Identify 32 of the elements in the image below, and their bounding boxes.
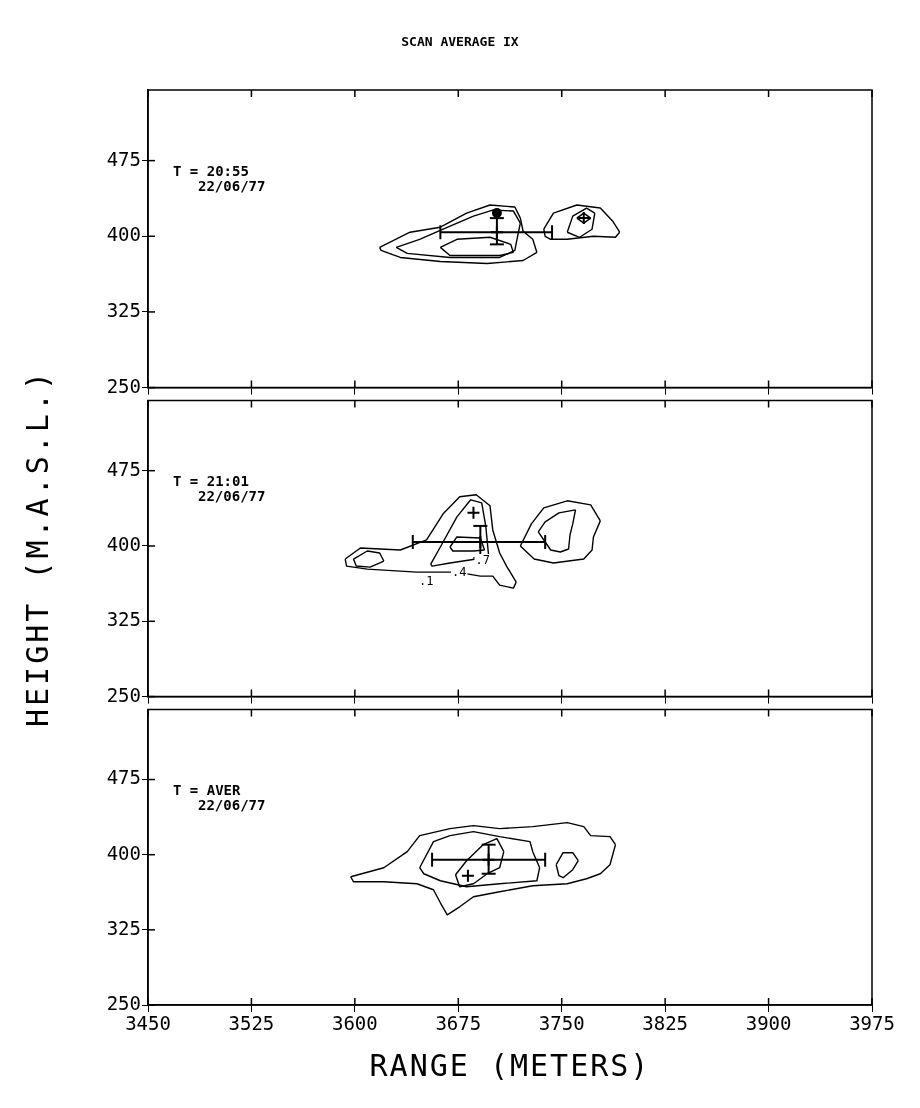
y-tick-label: 325 <box>106 608 141 631</box>
annotation: 22/06/77 <box>198 797 266 814</box>
annotation: 22/06/77 <box>198 177 266 194</box>
y-tick-label: 475 <box>106 147 141 170</box>
annotation: .1 <box>418 574 434 589</box>
y-tick-label: 250 <box>106 374 141 397</box>
x-tick-label: 3750 <box>538 1012 585 1035</box>
y-tick-label: 325 <box>106 916 141 939</box>
chart-title: SCAN AVERAGE IX <box>400 34 520 49</box>
y-axis-title: HEIGHT (M.A.S.L.) <box>19 368 55 728</box>
y-tick-label: 475 <box>106 457 141 480</box>
annotation: .7 <box>475 553 490 568</box>
annotation: T = 21:01 <box>173 473 249 490</box>
x-tick-label: 3825 <box>642 1012 689 1035</box>
y-tick-label: 475 <box>106 766 141 789</box>
y-tick-label: 400 <box>106 223 141 246</box>
x-tick-label: 3975 <box>849 1012 895 1035</box>
x-axis-title: RANGE (METERS) <box>368 1048 652 1083</box>
x-tick-label: 3675 <box>435 1012 482 1035</box>
y-tick-label: 250 <box>106 683 141 706</box>
y-tick-label: 325 <box>106 298 141 321</box>
annotation: T = AVER <box>173 782 241 799</box>
annotation: .4 <box>452 565 467 580</box>
y-tick-label: 250 <box>106 991 141 1014</box>
annotation: 22/06/77 <box>198 488 266 505</box>
x-tick-label: 3525 <box>228 1012 275 1035</box>
y-tick-label: 400 <box>106 841 141 864</box>
x-tick-label: 3450 <box>125 1012 171 1035</box>
annotation: T = 20:55 <box>173 162 249 179</box>
y-tick-label: 400 <box>106 532 141 555</box>
x-tick-label: 3900 <box>745 1012 792 1035</box>
x-tick-label: 3600 <box>331 1012 378 1035</box>
